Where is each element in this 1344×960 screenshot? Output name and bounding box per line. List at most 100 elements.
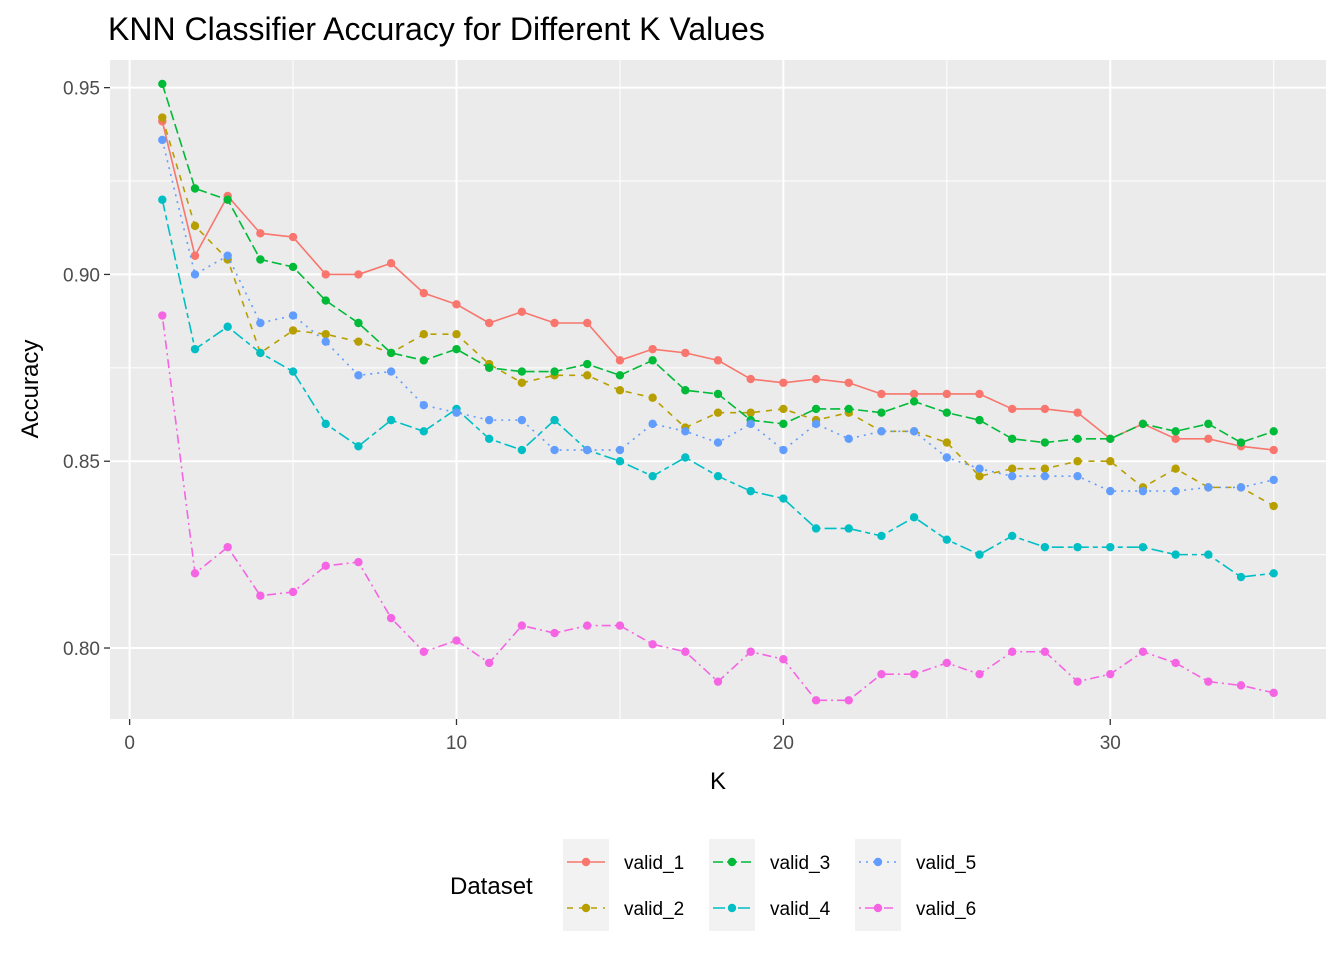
x-tick-label: 20 — [773, 733, 794, 754]
data-point-valid_1 — [1040, 404, 1050, 414]
grid-major — [110, 60, 1326, 719]
data-point-valid_5 — [550, 445, 559, 455]
legend-label-valid_2: valid_2 — [624, 899, 684, 920]
data-point-valid_2 — [1073, 457, 1082, 466]
data-point-valid_4 — [321, 419, 330, 429]
data-point-valid_1 — [1073, 408, 1082, 417]
data-point-valid_6 — [256, 591, 265, 600]
data-point-valid_5 — [158, 135, 167, 145]
data-point-valid_4 — [713, 471, 723, 481]
plot-panel — [110, 60, 1326, 719]
data-point-valid_3 — [321, 296, 330, 305]
data-point-valid_2 — [288, 326, 298, 335]
data-point-valid_4 — [877, 531, 886, 541]
data-point-valid_5 — [1073, 471, 1082, 481]
data-point-valid_3 — [1269, 427, 1278, 436]
legend-item-valid_1: valid_1 — [563, 839, 684, 885]
data-point-valid_6 — [681, 647, 690, 656]
data-point-valid_3 — [615, 371, 625, 380]
data-point-valid_5 — [1040, 471, 1050, 481]
data-point-valid_1 — [1269, 445, 1278, 455]
data-point-valid_2 — [354, 337, 363, 346]
data-point-valid_2 — [419, 330, 429, 339]
data-point-valid_3 — [1236, 438, 1246, 447]
data-point-valid_1 — [419, 288, 429, 298]
data-point-valid_6 — [1007, 647, 1017, 656]
legend-item-valid_2: valid_2 — [563, 885, 684, 931]
data-point-valid_5 — [909, 427, 919, 436]
data-point-valid_3 — [484, 363, 494, 373]
data-point-valid_1 — [321, 270, 330, 279]
data-point-valid_5 — [288, 311, 298, 320]
y-axis-title: Accuracy — [17, 340, 44, 439]
data-point-valid_5 — [844, 434, 853, 444]
data-point-valid_4 — [681, 453, 690, 462]
legend-label-valid_3: valid_3 — [770, 853, 830, 874]
data-point-valid_6 — [648, 640, 657, 649]
data-point-valid_4 — [942, 535, 952, 544]
data-point-valid_4 — [386, 415, 396, 425]
data-point-valid_2 — [975, 471, 984, 481]
series-layer — [158, 79, 1278, 705]
data-point-valid_6 — [1138, 647, 1148, 656]
data-point-valid_6 — [811, 696, 821, 705]
data-point-valid_5 — [877, 427, 886, 436]
data-point-valid_6 — [1236, 681, 1246, 690]
data-point-valid_3 — [844, 404, 853, 414]
data-point-valid_6 — [1269, 688, 1278, 698]
data-point-valid_4 — [1236, 572, 1246, 582]
data-point-valid_6 — [583, 621, 592, 630]
data-point-valid_6 — [909, 669, 919, 679]
y-tick-label: 0.95 — [63, 79, 100, 100]
legend-item-valid_5: valid_5 — [855, 839, 976, 885]
data-point-valid_5 — [746, 419, 755, 429]
data-point-valid_1 — [354, 270, 363, 279]
data-point-valid_1 — [681, 348, 690, 358]
data-point-valid_5 — [1007, 471, 1017, 481]
data-point-valid_1 — [583, 318, 592, 328]
data-point-valid_5 — [386, 367, 396, 376]
data-point-valid_5 — [1269, 475, 1278, 485]
legend-title: Dataset — [450, 873, 533, 900]
chart-title: KNN Classifier Accuracy for Different K … — [108, 11, 765, 47]
data-point-valid_2 — [452, 330, 461, 339]
data-point-valid_1 — [713, 356, 723, 365]
data-point-valid_2 — [1106, 457, 1115, 466]
data-point-valid_1 — [517, 307, 527, 316]
series-line-valid_5 — [161, 139, 1274, 492]
data-point-valid_5 — [484, 415, 494, 425]
data-point-valid_3 — [256, 255, 265, 264]
data-point-valid_1 — [1204, 434, 1213, 444]
data-point-valid_4 — [484, 434, 494, 444]
data-point-valid_4 — [1007, 531, 1017, 541]
data-point-valid_5 — [1106, 486, 1115, 496]
data-point-valid_5 — [615, 445, 625, 455]
data-point-valid_6 — [1073, 677, 1082, 686]
data-point-valid_6 — [615, 621, 625, 630]
data-point-valid_6 — [517, 621, 527, 630]
data-point-valid_1 — [648, 344, 657, 354]
legend-key-point — [727, 903, 737, 913]
data-point-valid_5 — [648, 419, 657, 429]
data-point-valid_4 — [419, 427, 429, 436]
legend-item-valid_6: valid_6 — [855, 885, 976, 931]
data-point-valid_5 — [713, 438, 723, 447]
data-point-valid_1 — [256, 229, 265, 238]
data-point-valid_1 — [877, 389, 886, 399]
data-point-valid_2 — [321, 330, 330, 339]
data-point-valid_4 — [354, 442, 363, 451]
x-axis-title: K — [710, 768, 726, 795]
data-point-valid_1 — [909, 389, 919, 399]
data-point-valid_4 — [648, 471, 657, 481]
data-point-valid_3 — [158, 79, 167, 89]
data-point-valid_3 — [779, 419, 788, 429]
data-point-valid_3 — [975, 415, 984, 425]
data-point-valid_2 — [779, 404, 788, 414]
data-point-valid_5 — [419, 400, 429, 410]
legend-label-valid_5: valid_5 — [916, 853, 976, 874]
data-point-valid_3 — [190, 184, 200, 193]
data-point-valid_3 — [1138, 419, 1148, 429]
data-point-valid_6 — [1204, 677, 1213, 686]
data-point-valid_6 — [288, 587, 298, 597]
data-point-valid_4 — [158, 195, 167, 204]
